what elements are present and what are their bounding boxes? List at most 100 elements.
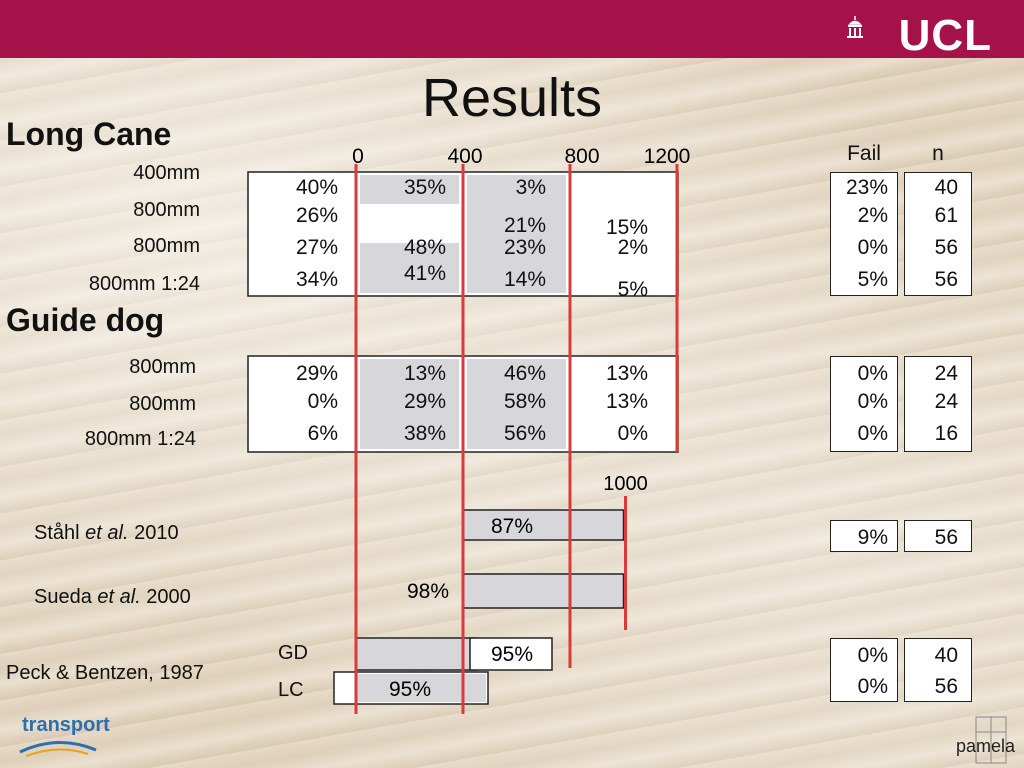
sueda-year: 2000: [140, 586, 191, 608]
gd-cell-0-2: 46%: [503, 362, 546, 385]
peck-gd-bar-tail: [469, 637, 553, 671]
peck-gd-n: 40: [934, 644, 958, 667]
lc-n-0: 40: [934, 176, 958, 199]
transport-swoosh-icon: [19, 740, 97, 757]
gd-cell-2-2: 56%: [503, 422, 546, 445]
gd-shade-1: [360, 359, 459, 449]
stahl-bar-label: 87%: [491, 515, 533, 538]
lc-n-2: 56: [934, 236, 958, 259]
sueda-bar-label: 98%: [407, 580, 449, 603]
gd-row-label-1: 800mm: [129, 356, 196, 378]
lc-cell-1-0: 26%: [295, 204, 338, 227]
peck-n-box: [904, 638, 972, 702]
ucl-logo: UCL: [898, 11, 992, 60]
lc-cell-0-2: 3%: [515, 176, 546, 199]
gd-fail-box: [830, 356, 898, 452]
lc-cell-0-0: 40%: [295, 176, 338, 199]
lc-cell-3-3: 5%: [617, 278, 648, 301]
stahl-bar: [462, 509, 625, 541]
lc-n-3: 56: [934, 268, 958, 291]
lc-fail-0: 23%: [845, 176, 888, 199]
sueda-label: Sueda et al. 2000: [34, 586, 191, 609]
lc-cell-2-0: 27%: [295, 236, 338, 259]
lc-cell-3-0: 34%: [295, 268, 338, 291]
lc-row-label-2: 800mm: [133, 199, 200, 221]
gd-cell-1-3: 13%: [605, 390, 648, 413]
peck-label: Peck & Bentzen, 1987: [6, 662, 204, 684]
header-bar: [0, 0, 1024, 58]
pamela-logo: pamela: [956, 736, 1016, 756]
x-tick-label-1000: 1000: [603, 473, 648, 495]
peck-gd-bar: [355, 637, 478, 671]
lc-shade-col2: [467, 175, 566, 293]
sueda-etal: et al.: [97, 586, 141, 608]
gd-cell-1-2: 58%: [503, 390, 546, 413]
peck-gd-bar-label: 95%: [491, 643, 533, 666]
lc-row-label-1: 400mm: [133, 162, 200, 184]
peck-lc-bar-label: 95%: [389, 678, 431, 701]
stahl-author: Ståhl: [34, 522, 86, 544]
lc-cell-1-3: 15%: [605, 216, 648, 239]
long-cane-heading: Long Cane: [6, 116, 172, 152]
lc-cell-0-1: 35%: [403, 176, 446, 199]
fail-header: Fail: [847, 142, 881, 165]
gd-cell-0-3: 13%: [605, 362, 648, 385]
x-tick-label-0: 0: [352, 145, 364, 168]
peck-lc-n: 56: [934, 675, 958, 698]
stahl-label: Ståhl et al. 2010: [34, 522, 179, 545]
lc-fail-3: 5%: [857, 268, 888, 291]
stahl-etal: et al.: [85, 522, 129, 544]
gd-cell-0-0: 29%: [295, 362, 338, 385]
gd-cell-1-1: 29%: [403, 390, 446, 413]
gd-n-box: [904, 356, 972, 452]
guide-dog-heading: Guide dog: [6, 302, 165, 338]
n-header: n: [932, 142, 944, 165]
sueda-author: Sueda: [34, 586, 98, 608]
transport-logo: transport: [22, 714, 110, 736]
x-tick-label-1: 400: [447, 145, 482, 168]
peck-gd-label: GD: [278, 642, 308, 664]
sueda-bar: [462, 573, 625, 609]
page-title: Results: [421, 68, 603, 128]
gd-n-2: 16: [934, 422, 958, 445]
lc-cell-2-2: 23%: [503, 236, 546, 259]
gd-fail-2: 0%: [857, 422, 888, 445]
x-tick-label-3: 1200: [644, 145, 691, 168]
lc-cell-3-2: 14%: [503, 268, 546, 291]
gd-n-1: 24: [934, 390, 958, 413]
lc-cell-3-1: 41%: [403, 262, 446, 285]
stahl-year: 2010: [128, 522, 179, 544]
peck-lc-fail: 0%: [857, 675, 888, 698]
gd-row-label-2: 800mm: [129, 393, 196, 415]
peck-gd-fail: 0%: [857, 644, 888, 667]
lc-fail-1: 2%: [857, 204, 888, 227]
lc-n-1: 61: [934, 204, 958, 227]
peck-fail-box: [830, 638, 898, 702]
gd-shade-col2: [467, 359, 566, 449]
stahl-n-box: [904, 520, 972, 552]
stahl-fail: 9%: [857, 526, 888, 549]
stahl-fail-box: [830, 520, 898, 552]
lc-fail-2: 0%: [857, 236, 888, 259]
lc-fail-box: [830, 172, 898, 296]
x-tick-label-2: 800: [564, 145, 599, 168]
lc-row-label-4: 800mm 1:24: [88, 273, 200, 295]
lc-cell-1-2: 21%: [503, 214, 546, 237]
gd-cell-2-1: 38%: [403, 422, 446, 445]
gd-cell-0-1: 13%: [403, 362, 446, 385]
lc-cell-2-3: 2%: [617, 236, 648, 259]
gd-cell-2-3: 0%: [617, 422, 648, 445]
gd-cell-1-0: 0%: [307, 390, 338, 413]
lc-shade-1: [360, 175, 459, 204]
gd-row-label-3: 800mm 1:24: [84, 428, 196, 450]
gd-fail-1: 0%: [857, 390, 888, 413]
pamela-grid-icon: [975, 716, 1007, 764]
gd-cell-2-0: 6%: [307, 422, 338, 445]
gd-n-0: 24: [934, 362, 958, 385]
lc-row-label-3: 800mm: [133, 235, 200, 257]
peck-lc-label: LC: [278, 679, 304, 701]
lc-n-box: [904, 172, 972, 296]
lc-cell-2-1: 48%: [403, 236, 446, 259]
gd-fail-0: 0%: [857, 362, 888, 385]
